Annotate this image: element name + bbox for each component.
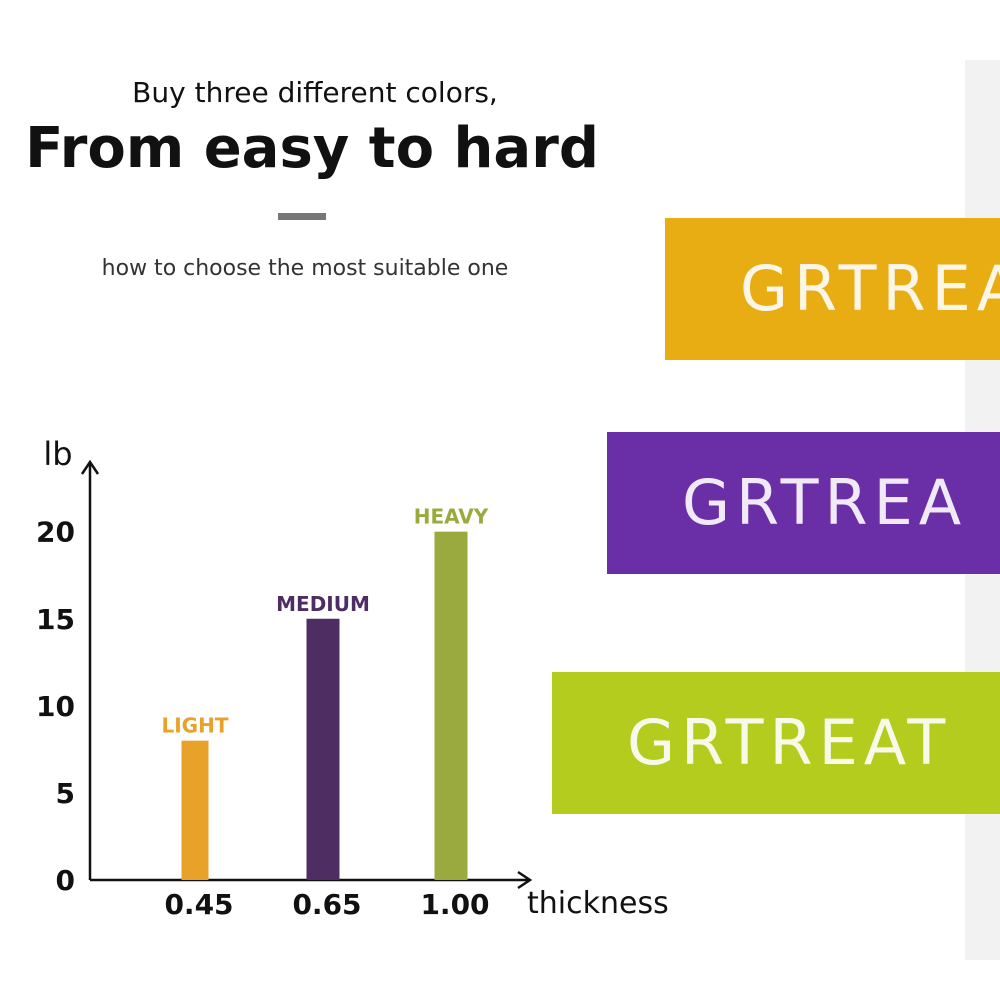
band-label: GRTREA [740,252,1000,325]
header-title: From easy to hard [25,116,599,181]
y-tick-label: 15 [36,603,75,636]
bar [434,531,468,880]
x-arrow [517,870,533,890]
y-tick-label: 0 [56,864,75,897]
band [552,672,1000,814]
bar-label: LIGHT [162,714,229,738]
band-label: GRTREAT [627,706,951,779]
x-tick-label: 1.00 [420,888,489,921]
x-tick-label: 0.65 [292,888,361,921]
y-axis-label: lb [43,435,72,473]
x-axis-label: thickness [527,886,669,921]
band [607,432,1000,574]
bar-label: MEDIUM [276,592,370,616]
divider [278,213,326,220]
y-tick-label: 10 [36,690,75,723]
band-label: GRTREA [682,466,967,539]
header-subtitle: how to choose the most suitable one [102,256,509,281]
bar-label: HEAVY [414,505,489,529]
bar [181,740,209,880]
x-tick-label: 0.45 [164,888,233,921]
y-tick-label: 20 [36,516,75,549]
bar [306,618,340,880]
y-tick-label: 5 [56,777,75,810]
band [665,218,1000,360]
header-line: Buy three different colors, [132,76,498,109]
y-arrow [80,459,100,475]
